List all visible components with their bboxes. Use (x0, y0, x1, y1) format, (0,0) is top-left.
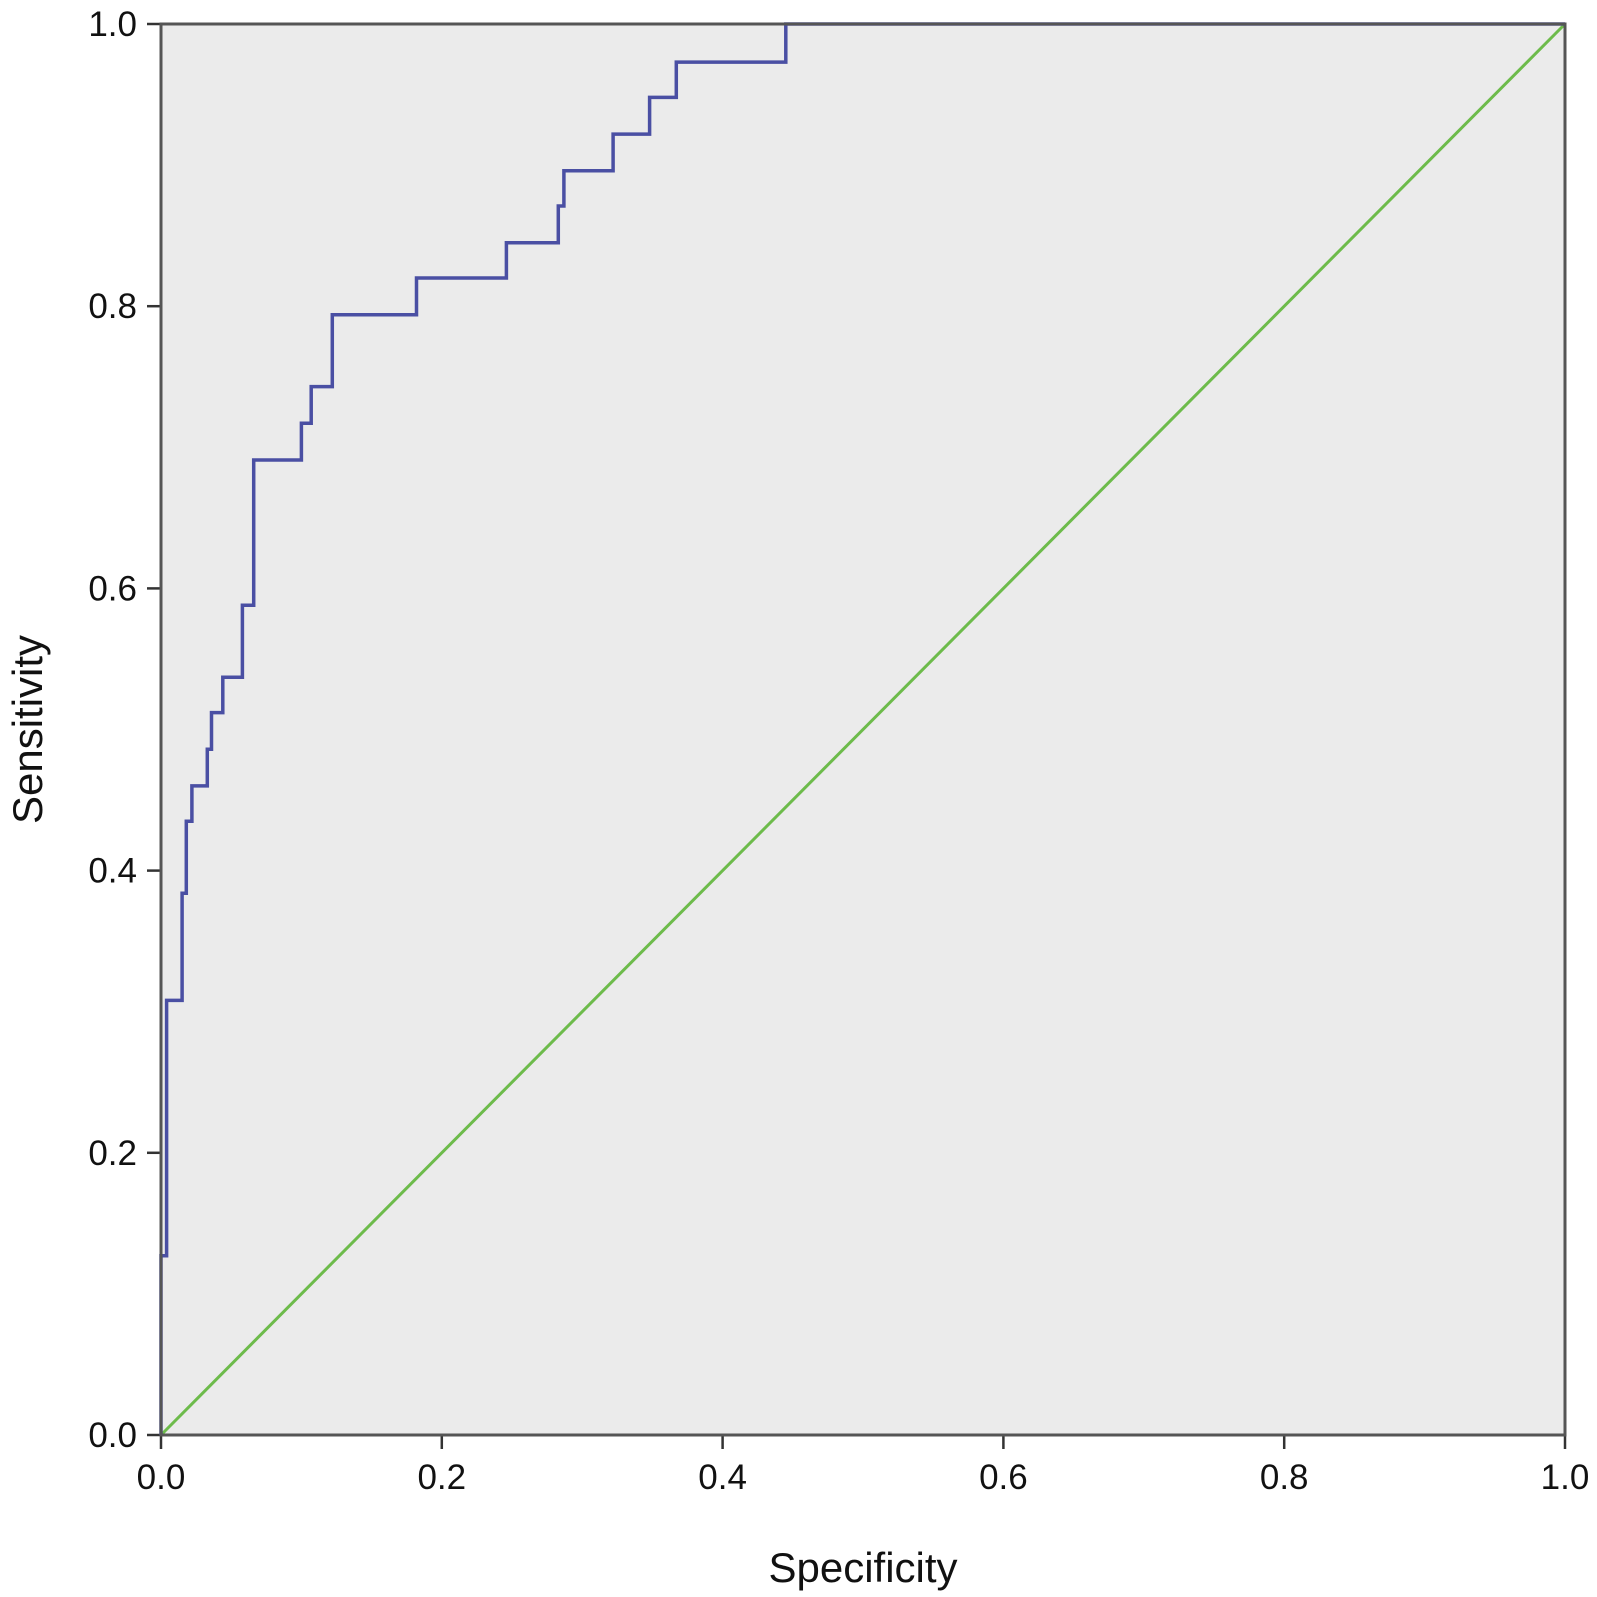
x-tick-label: 1.0 (1541, 1458, 1590, 1497)
axis-ticks: 0.0 0.2 0.4 0.6 0.8 1.0 0.0 0.2 0.4 0.6 0.8 1.0 (88, 5, 1589, 1497)
plot-frame (159, 22, 1567, 1437)
y-tick-label: 0.0 (88, 1416, 137, 1455)
x-tick-label: 0.4 (698, 1458, 747, 1497)
y-tick-label: 0.6 (88, 569, 137, 608)
axis-labels: Specificity Sensitivity (4, 635, 958, 1591)
y-tick-label: 1.0 (88, 5, 137, 44)
reference-diagonal-line (159, 22, 1567, 1437)
x-tick-label: 0.0 (137, 1458, 186, 1497)
y-tick-label: 0.8 (88, 287, 137, 326)
x-axis-label: Specificity (768, 1544, 957, 1591)
y-tick-label: 0.2 (88, 1134, 137, 1173)
y-tick-label: 0.4 (88, 852, 137, 891)
x-tick-label: 0.2 (417, 1458, 466, 1497)
y-axis-label: Sensitivity (4, 635, 51, 824)
roc-curve-line (159, 22, 1565, 1435)
x-tick-label: 0.6 (979, 1458, 1028, 1497)
series-layer (159, 22, 1567, 1437)
x-tick-label: 0.8 (1260, 1458, 1309, 1497)
